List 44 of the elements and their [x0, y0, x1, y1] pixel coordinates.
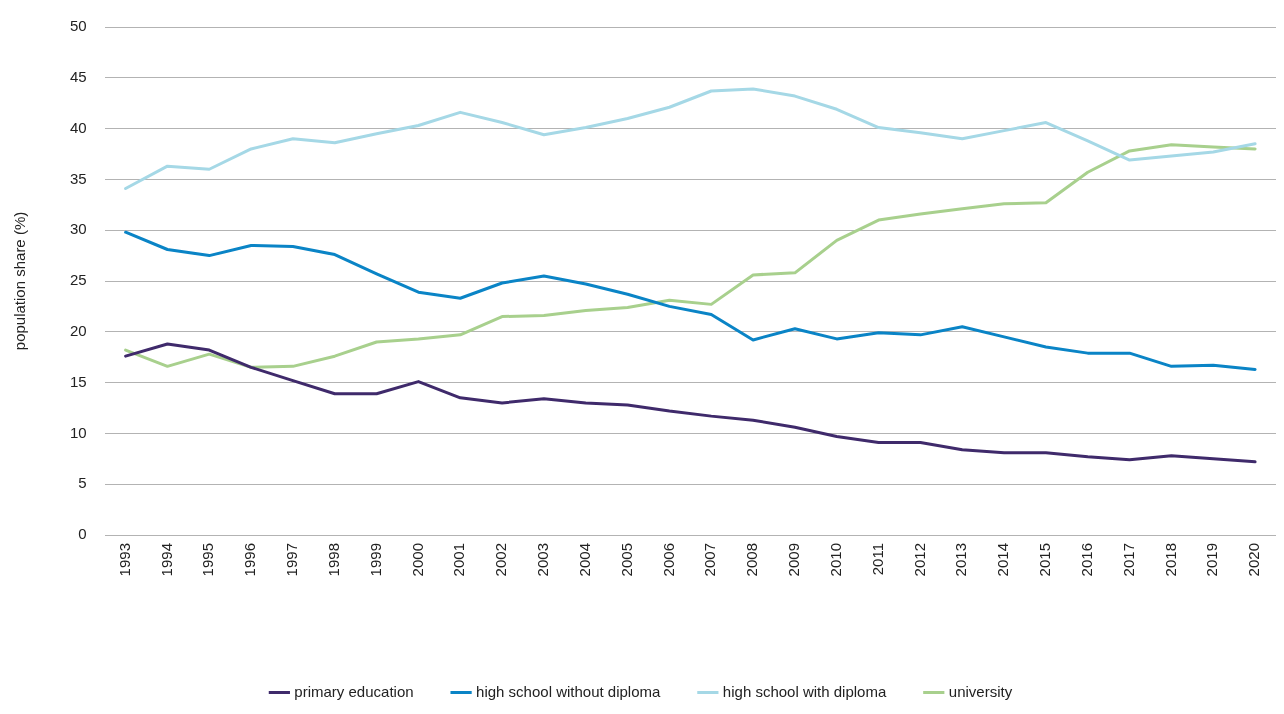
x-tick-label: 2013 [952, 543, 970, 577]
x-tick-label: 1997 [283, 543, 301, 577]
x-tick-label: 2019 [1203, 543, 1221, 577]
x-tick-label: 2020 [1245, 543, 1263, 577]
y-tick-label: 25 [70, 271, 87, 289]
x-tick-label: 2007 [701, 543, 719, 577]
x-tick-label: 2011 [868, 543, 886, 576]
x-tick-label: 2017 [1119, 543, 1137, 577]
y-tick-label: 30 [70, 220, 87, 238]
x-tick-label: 1993 [115, 543, 133, 577]
x-tick-label: 2005 [617, 543, 635, 577]
x-tick-label: 2018 [1161, 543, 1179, 577]
legend-label: university [948, 682, 1013, 700]
legend-label: primary education [294, 682, 414, 700]
x-tick-label: 2001 [450, 543, 468, 577]
y-tick-label: 50 [70, 17, 87, 35]
x-tick-label: 2003 [534, 543, 552, 577]
x-tick-label: 2014 [994, 543, 1012, 577]
y-tick-label: 35 [70, 169, 87, 187]
x-tick-label: 2009 [785, 543, 803, 577]
x-tick-label: 1999 [366, 543, 384, 577]
y-tick-label: 5 [78, 474, 87, 492]
y-tick-label: 10 [70, 423, 87, 441]
x-tick-label: 2008 [743, 543, 761, 577]
x-tick-label: 1996 [241, 543, 259, 577]
legend-label: high school with diploma [722, 682, 887, 700]
legend-label: high school without diploma [476, 682, 662, 700]
x-tick-label: 2004 [575, 543, 593, 577]
y-axis-title: population share (%) [11, 211, 29, 351]
x-tick-label: 2006 [659, 543, 677, 577]
x-tick-label: 1994 [157, 543, 175, 577]
x-tick-label: 2016 [1077, 543, 1095, 577]
x-tick-label: 2010 [826, 543, 844, 577]
x-tick-label: 1998 [324, 543, 342, 577]
x-tick-label: 2002 [492, 543, 510, 577]
x-tick-label: 2000 [408, 543, 426, 577]
x-tick-label: 2012 [910, 543, 928, 577]
x-tick-label: 1995 [199, 543, 217, 577]
x-tick-label: 2015 [1036, 543, 1054, 577]
y-tick-label: 15 [70, 372, 87, 390]
y-tick-label: 20 [70, 321, 87, 339]
y-tick-label: 40 [70, 118, 87, 136]
y-tick-label: 0 [78, 525, 87, 543]
y-tick-label: 45 [70, 67, 87, 85]
